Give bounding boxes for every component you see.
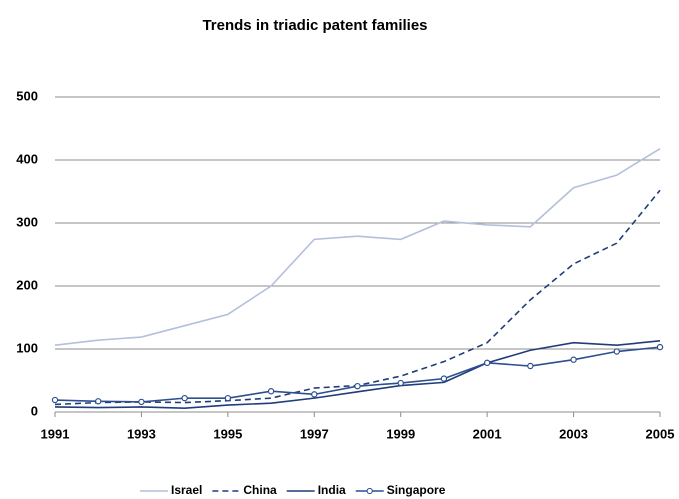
x-tick-label: 1999 xyxy=(386,426,415,441)
x-tick-label: 1995 xyxy=(213,426,242,441)
x-tick-label: 1993 xyxy=(127,426,156,441)
legend-label: India xyxy=(318,483,346,497)
marker xyxy=(311,391,318,398)
marker xyxy=(354,382,361,390)
marker xyxy=(181,394,188,402)
x-tick-label: 1997 xyxy=(300,426,329,441)
legend-label: China xyxy=(243,483,277,497)
y-tick-label: 400 xyxy=(16,151,38,166)
legend: Israel China India Singapore xyxy=(140,483,446,497)
line xyxy=(54,346,661,403)
marker xyxy=(51,396,59,404)
y-tick-label: 100 xyxy=(16,340,38,355)
marker xyxy=(613,348,620,355)
marker xyxy=(440,375,448,382)
marker xyxy=(527,362,534,370)
legend-marker xyxy=(366,487,373,495)
line xyxy=(54,189,661,406)
chart-title: Trends in triadic patent families xyxy=(202,17,427,34)
marker xyxy=(224,394,232,402)
y-tick-label: 500 xyxy=(16,88,38,103)
marker xyxy=(483,359,491,367)
x-tick-label: 1991 xyxy=(41,426,70,441)
x-tick-label: 2003 xyxy=(559,426,588,441)
x-tick-label: 2005 xyxy=(646,426,675,441)
marker xyxy=(397,379,404,387)
legend-label: Singapore xyxy=(387,483,446,497)
y-tick-label: 0 xyxy=(31,403,38,418)
line xyxy=(54,340,661,410)
marker xyxy=(138,398,145,406)
marker xyxy=(95,398,102,405)
y-tick-label: 300 xyxy=(16,214,38,229)
y-tick-label: 200 xyxy=(16,277,38,292)
legend-label: Israel xyxy=(171,483,202,497)
marker xyxy=(267,388,275,395)
marker xyxy=(570,356,577,363)
x-tick-label: 2001 xyxy=(473,426,502,441)
line xyxy=(54,147,661,347)
marker xyxy=(656,343,664,351)
